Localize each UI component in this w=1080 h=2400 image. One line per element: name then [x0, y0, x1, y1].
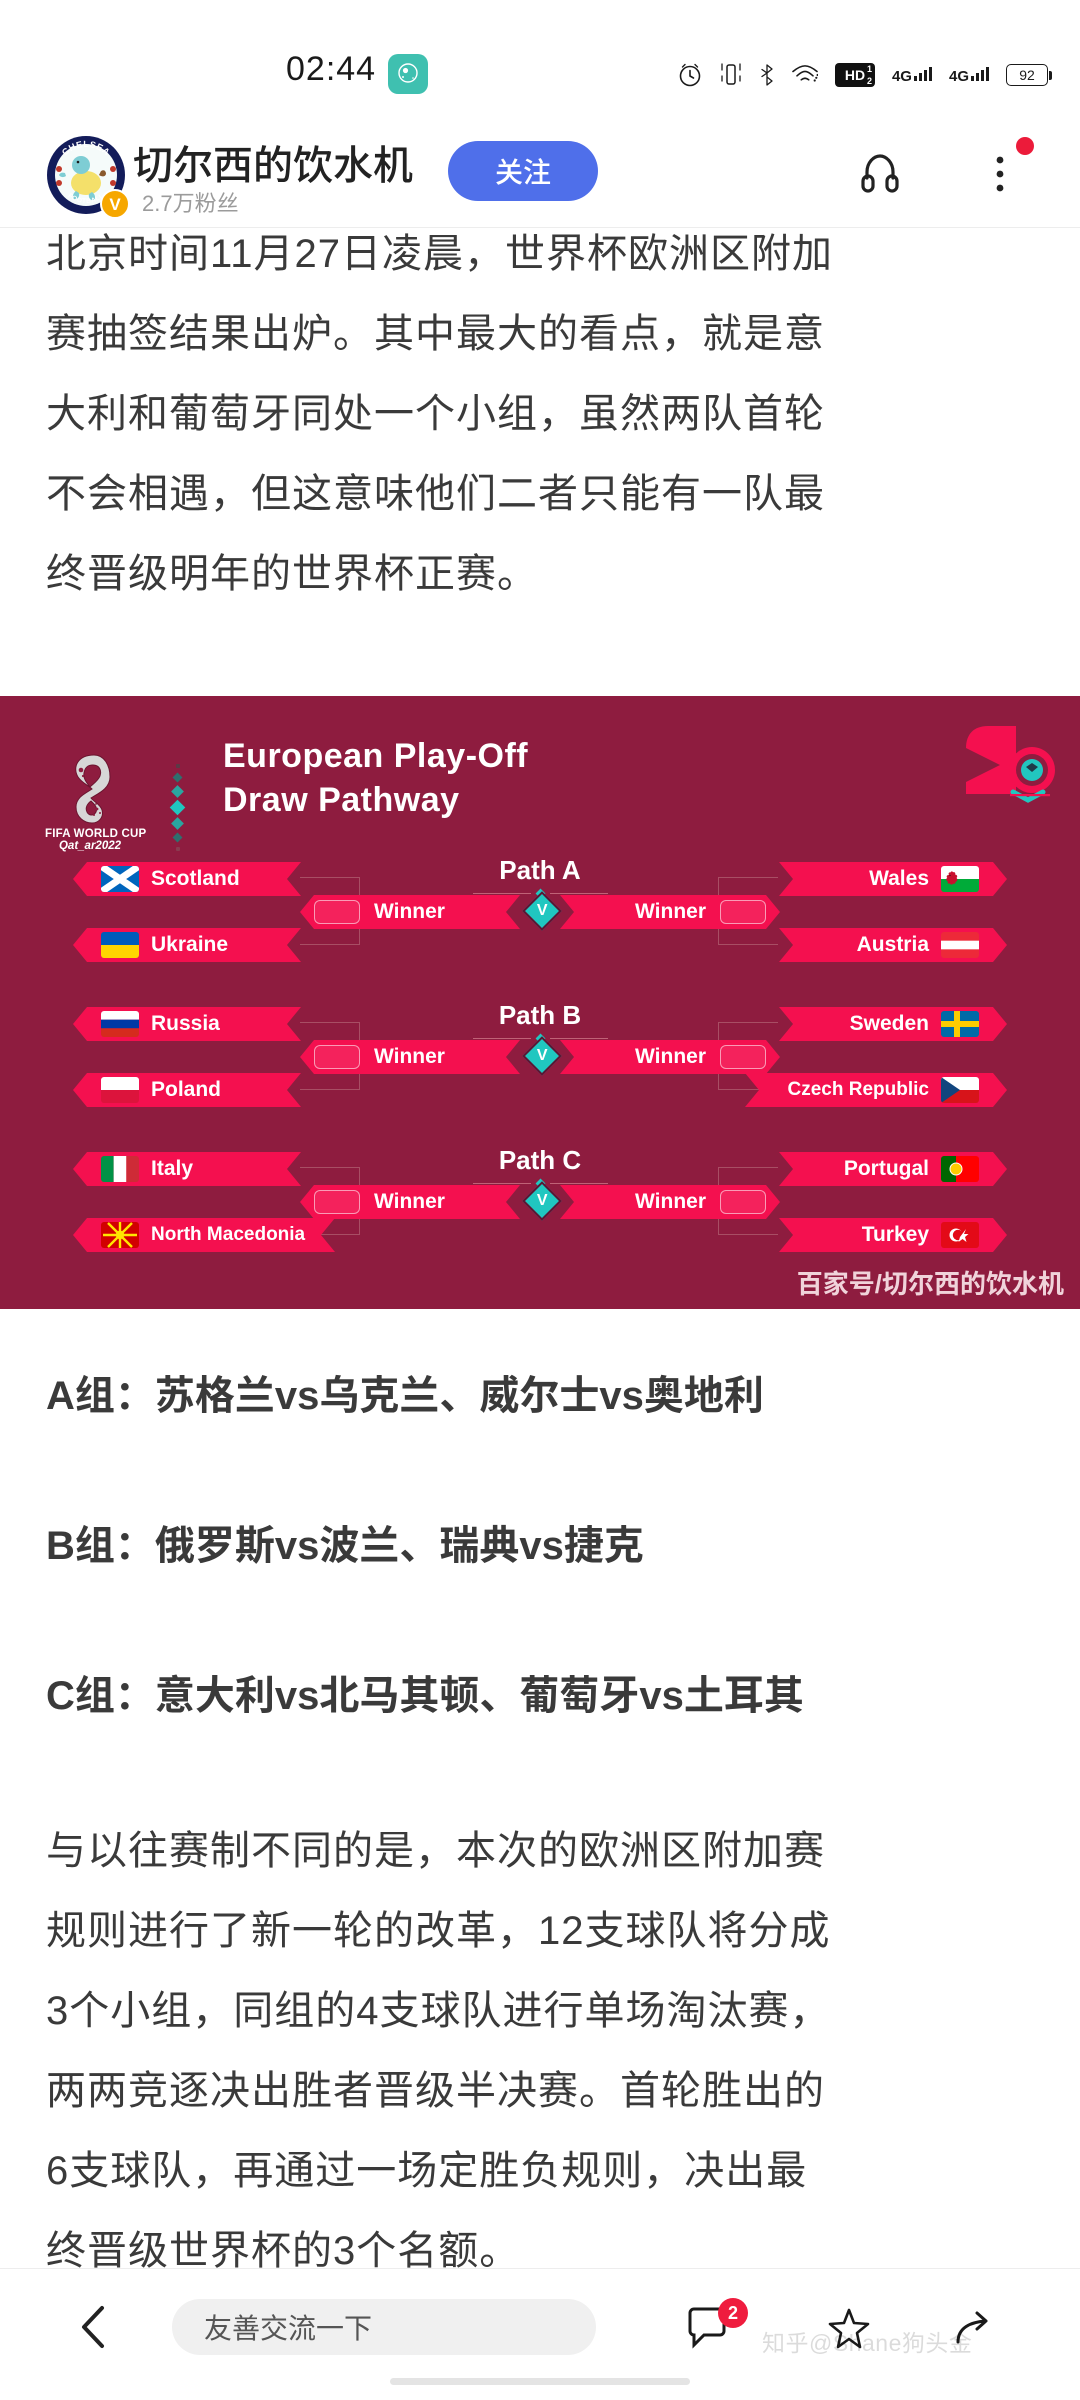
svg-text:V: V	[109, 195, 121, 214]
